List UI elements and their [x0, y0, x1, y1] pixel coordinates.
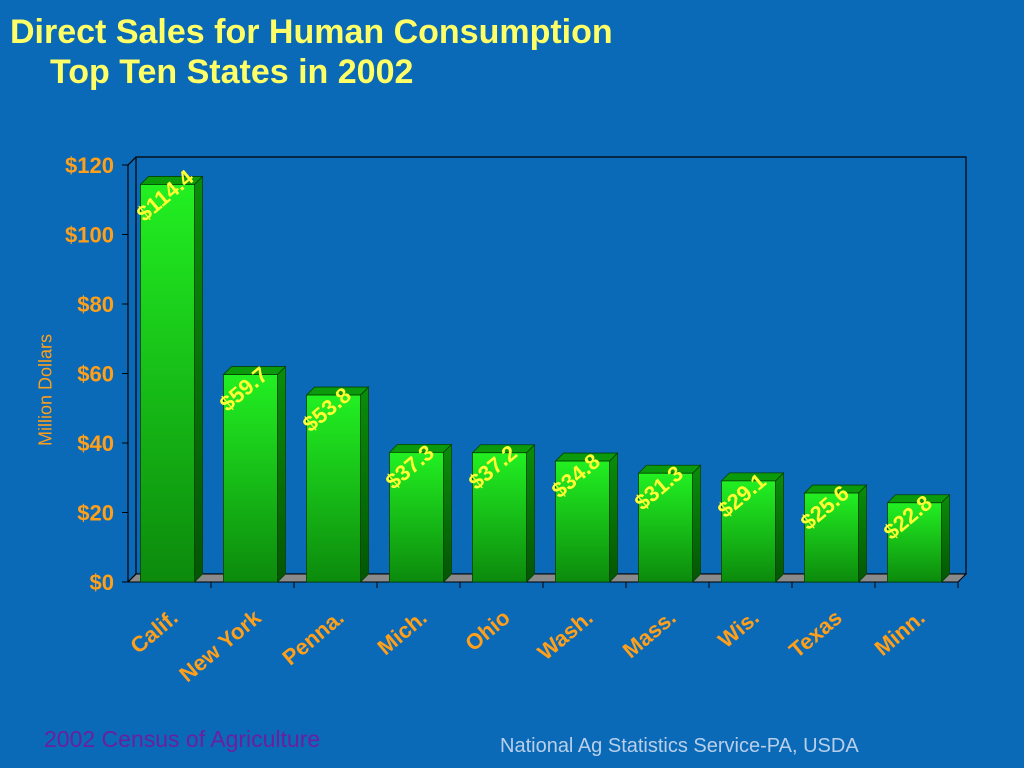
bar	[471, 443, 536, 583]
x-tick-label: Minn.	[870, 605, 930, 661]
x-tick-label: Calif.	[125, 605, 182, 659]
bar	[554, 452, 619, 583]
bar	[720, 471, 785, 583]
x-tick-label: Ohio	[460, 605, 514, 656]
y-tick-label: $60	[77, 362, 114, 387]
bar	[305, 386, 370, 583]
bar	[139, 175, 204, 583]
y-tick-label: $40	[77, 431, 114, 456]
bar	[388, 443, 453, 583]
y-tick-label: $80	[77, 292, 114, 317]
x-tick-label: Wash.	[533, 605, 598, 665]
x-tick-label: New York	[174, 604, 266, 687]
x-tick-label: Wis.	[713, 605, 764, 653]
x-tick-label: Mich.	[373, 605, 432, 660]
title-line-2: Top Ten States in 2002	[50, 53, 414, 91]
y-tick-label: $100	[65, 223, 114, 248]
x-tick-label: Mass.	[618, 605, 681, 663]
x-axis: Calif.New York Penna. Mich. Ohio Wash. Mass. W…	[125, 582, 959, 687]
y-tick-label: $0	[90, 570, 114, 595]
bar	[803, 484, 868, 583]
bars	[139, 175, 951, 583]
bar	[886, 493, 951, 583]
title-line-1: Direct Sales for Human Consumption	[10, 13, 613, 51]
x-tick-label: Penna.	[277, 605, 348, 671]
y-tick-label: $120	[65, 153, 114, 178]
chart-title: Direct Sales for Human Consumption Top T…	[10, 12, 613, 92]
y-axis: $0 $20 $40 $60 $80 $100 $120	[65, 153, 128, 595]
x-tick-label: Texas	[784, 605, 847, 663]
source-census: 2002 Census of Agriculture	[44, 726, 321, 752]
y-tick-label: $20	[77, 501, 114, 526]
source-nass: National Ag Statistics Service-PA, USDA	[500, 735, 859, 757]
bar	[637, 464, 702, 583]
bar	[222, 365, 287, 583]
